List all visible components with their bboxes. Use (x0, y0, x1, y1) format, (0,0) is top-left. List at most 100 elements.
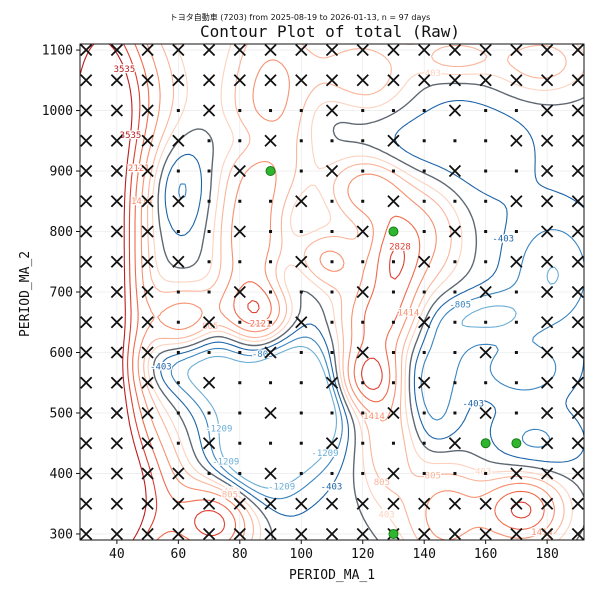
sample-x-marker (141, 134, 154, 147)
sample-dot-marker (453, 199, 457, 203)
sample-x-marker (540, 497, 554, 510)
sample-x-marker (80, 255, 93, 268)
sample-dot-marker (238, 471, 242, 475)
sample-x-marker (356, 44, 369, 57)
x-tick-label: 120 (351, 547, 374, 562)
sample-dot-marker (361, 109, 365, 113)
sample-x-marker (202, 376, 216, 389)
sample-x-marker (325, 437, 339, 450)
sample-dot-marker (176, 411, 180, 415)
sample-x-marker (295, 497, 308, 510)
best-point-marker (511, 438, 522, 449)
contour-label: 403 (475, 467, 491, 477)
sample-x-marker (448, 164, 462, 178)
y-axis-ticks: 300 400 500 600 700 800 900 1000 1100 (42, 44, 80, 542)
sample-x-marker (571, 195, 584, 208)
sample-x-marker (202, 44, 216, 57)
sample-x-marker (418, 44, 431, 57)
contour-label: 2121 (128, 164, 150, 174)
sample-dot-marker (299, 350, 303, 354)
sample-x-marker (571, 316, 584, 329)
sample-x-marker (510, 255, 523, 268)
sample-x-marker (264, 527, 277, 540)
sample-x-marker (141, 467, 154, 480)
contour-label: 2121 (250, 319, 272, 329)
sample-x-marker (172, 195, 185, 208)
sample-x-marker (110, 316, 124, 329)
sample-dot-marker (238, 411, 242, 415)
sample-x-marker (110, 255, 124, 268)
sample-x-marker (80, 104, 93, 117)
sample-x-marker (387, 195, 400, 208)
sample-x-marker (325, 44, 339, 57)
sample-x-marker (540, 316, 554, 329)
sample-x-marker (141, 255, 154, 268)
sample-dot-marker (207, 471, 211, 475)
sample-x-marker (479, 74, 492, 87)
sample-x-marker (479, 346, 492, 359)
sample-x-marker (80, 44, 93, 57)
sample-x-marker (325, 497, 339, 510)
x-tick-label: 60 (171, 547, 187, 562)
sample-x-marker (233, 527, 246, 540)
sample-x-marker (172, 497, 185, 510)
sample-x-marker (448, 527, 462, 540)
contour-label: 403 (378, 510, 394, 520)
sample-x-marker (141, 104, 154, 117)
sample-x-marker (448, 44, 462, 57)
sample-dot-marker (238, 109, 242, 113)
sample-x-marker (387, 74, 400, 87)
best-point-marker (480, 438, 491, 449)
sample-x-marker (571, 104, 584, 117)
sample-dot-marker (207, 139, 211, 143)
sample-dot-marker (484, 230, 488, 234)
sample-dot-marker (422, 139, 426, 143)
sample-x-marker (540, 225, 554, 238)
sample-dot-marker (330, 139, 334, 143)
sample-dot-marker (453, 290, 457, 294)
sample-x-marker (141, 406, 154, 420)
sample-x-marker (80, 497, 93, 510)
contour-line-403 (147, 44, 584, 540)
x-tick-label: 80 (232, 547, 248, 562)
contour-label: 1414 (363, 412, 385, 422)
y-tick-label: 900 (50, 165, 73, 180)
sample-dot-marker (422, 109, 426, 113)
sample-x-marker (172, 527, 185, 540)
sample-x-marker (479, 406, 492, 420)
best-point-marker (388, 226, 399, 237)
sample-x-marker (295, 255, 308, 268)
sample-x-marker (325, 164, 339, 178)
sample-x-marker (540, 467, 554, 480)
sample-dot-marker (484, 381, 488, 385)
sample-x-marker (448, 437, 462, 450)
sample-dot-marker (391, 109, 395, 113)
sample-dot-marker (453, 381, 457, 385)
x-tick-label: 160 (474, 547, 497, 562)
sample-x-marker (110, 285, 124, 299)
contour-label: 1414 (531, 528, 553, 538)
sample-x-marker (233, 164, 246, 178)
sample-dot-marker (238, 381, 242, 385)
contour-line-3535 (80, 44, 147, 540)
sample-x-marker (295, 527, 308, 540)
contour-label: -403 (492, 234, 514, 244)
sample-x-marker (80, 195, 93, 208)
sample-x-marker (110, 134, 124, 147)
sample-x-marker (418, 255, 431, 268)
sample-x-marker (80, 285, 93, 299)
sample-dot-marker (269, 109, 273, 113)
sample-dot-marker (422, 471, 426, 475)
sample-x-marker (510, 134, 523, 147)
sample-x-marker (295, 44, 308, 57)
sample-dot-marker (361, 169, 365, 173)
contour-label: -1209 (205, 424, 232, 434)
contour-label: -403 (462, 400, 484, 410)
sample-dot-marker (330, 471, 334, 475)
sample-dot-marker (176, 441, 180, 445)
sample-x-marker (356, 74, 369, 87)
sample-x-marker (110, 437, 124, 450)
sample-dot-marker (299, 381, 303, 385)
sample-dot-marker (207, 230, 211, 234)
sample-x-marker (80, 376, 93, 389)
